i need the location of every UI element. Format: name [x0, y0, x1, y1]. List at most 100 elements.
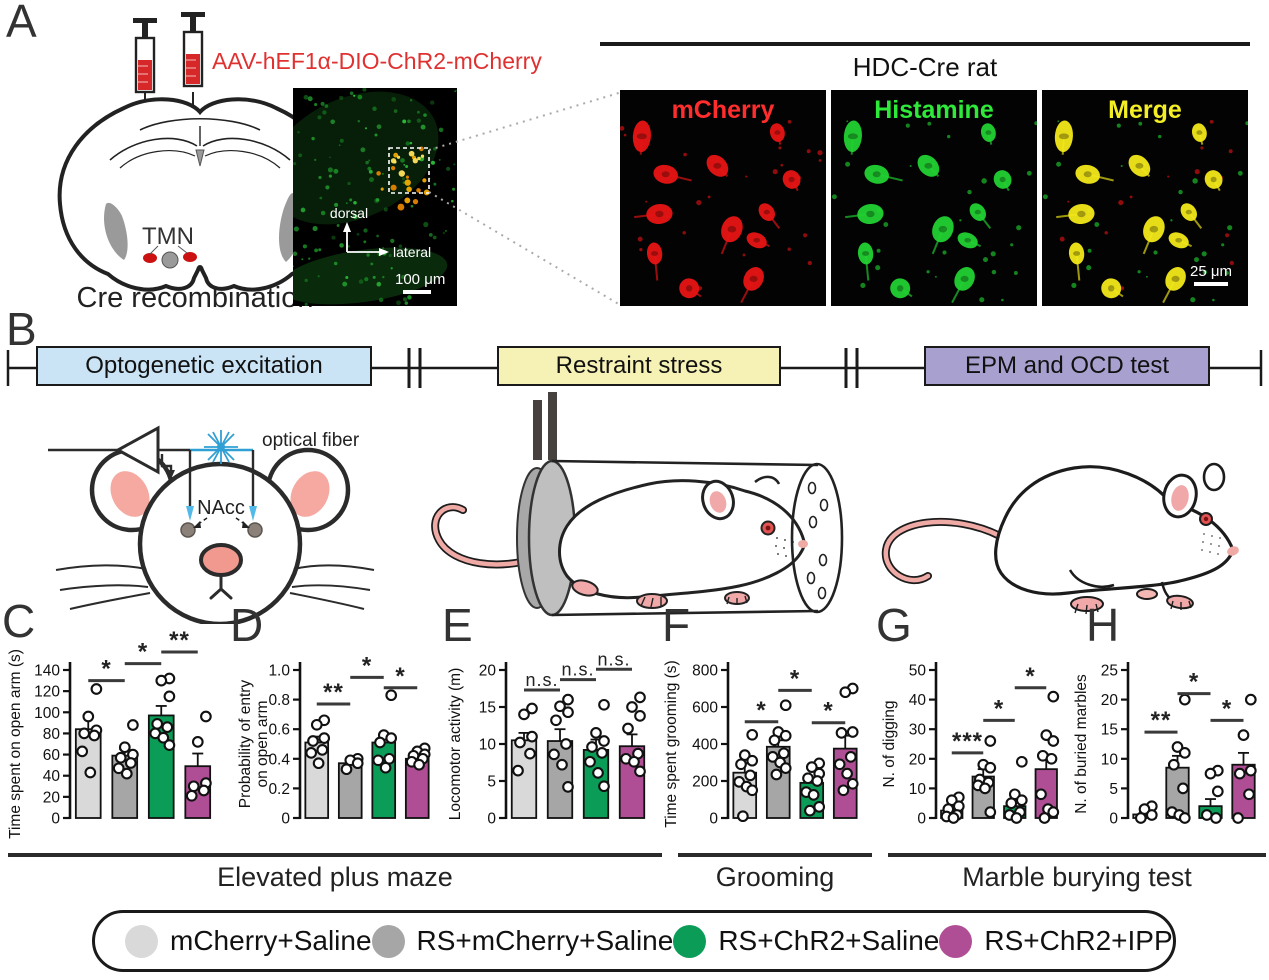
laser-star-icon	[204, 430, 238, 464]
panel-g-label: G	[876, 599, 912, 651]
svg-text:Time spent on open arm (s): Time spent on open arm (s)	[7, 649, 24, 839]
timeline-break-icon	[844, 348, 859, 388]
laser-amplifier-icon	[48, 425, 190, 479]
svg-text:***: ***	[952, 728, 983, 755]
chart-digging: 0 10 20 30 40 50 N. of digging *** * *	[880, 628, 1068, 848]
tmn-label: TMN	[142, 223, 194, 250]
epm-group-label: Elevated plus maze	[217, 862, 453, 892]
svg-text:n.s.: n.s.	[597, 649, 630, 669]
svg-text:0: 0	[917, 811, 926, 828]
svg-text:on open arm: on open arm	[254, 700, 271, 787]
panel-b-label: B	[6, 303, 37, 355]
histamine-micrograph: Histamine	[831, 90, 1039, 306]
legend-swatch	[125, 924, 158, 958]
nacc-site-right	[247, 522, 263, 538]
chart-prob-entry: 0 0.2 0.4 0.6 0.8 1.0 Probability of entry on o…	[236, 628, 440, 848]
syringe-icon	[181, 12, 205, 88]
svg-text:40: 40	[909, 692, 927, 709]
svg-text:**: **	[1151, 707, 1172, 734]
svg-text:*: *	[790, 665, 800, 692]
svg-text:800: 800	[692, 663, 718, 680]
mcherry-micrograph: mCherry	[619, 90, 826, 306]
panel-h-label: H	[1086, 599, 1120, 651]
svg-text:80: 80	[43, 726, 61, 743]
hdc-cre-rat-title: HDC-Cre rat	[852, 52, 998, 82]
svg-text:**: **	[323, 679, 344, 706]
legend-swatch	[939, 924, 973, 958]
svg-text:140: 140	[34, 663, 60, 680]
svg-text:*: *	[395, 663, 405, 690]
svg-text:*: *	[1189, 669, 1199, 696]
legend-label: RS+mCherry+Saline	[416, 925, 674, 956]
svg-text:*: *	[362, 652, 372, 679]
svg-text:*: *	[138, 639, 148, 666]
svg-text:30: 30	[909, 722, 927, 739]
legend-label: mCherry+Saline	[170, 925, 372, 956]
air-holes	[806, 481, 829, 600]
merge-micrograph: 25 μm Merge	[1042, 90, 1250, 306]
svg-text:*: *	[994, 695, 1004, 722]
fluorescence-speckles	[293, 88, 457, 306]
svg-text:10: 10	[1101, 751, 1119, 768]
mouse-nose	[199, 543, 243, 577]
timeline-break-icon	[407, 348, 422, 388]
svg-text:*: *	[823, 698, 833, 725]
dorsal-label: dorsal	[330, 205, 368, 221]
svg-text:600: 600	[692, 700, 718, 717]
panel-f-label: F	[662, 599, 691, 651]
panel-d-label: D	[230, 599, 264, 651]
brain-coronal-section: TMN	[57, 97, 343, 292]
svg-text:N. of buried marbles: N. of buried marbles	[1073, 674, 1090, 814]
marble-group-line	[888, 853, 1266, 857]
svg-text:*: *	[1222, 695, 1232, 722]
svg-text:Locomotor activity (m): Locomotor activity (m)	[447, 668, 464, 820]
fiber-tip-right	[249, 506, 257, 521]
merge-scale-bar	[1194, 282, 1228, 286]
epm-group-line	[8, 853, 662, 857]
restraint-stress-illustration	[431, 392, 844, 617]
whiskers	[55, 564, 375, 610]
overview-scale-bar	[403, 290, 431, 294]
optical-fiber-label: optical fiber	[262, 430, 360, 451]
lateral-label: lateral	[393, 244, 431, 260]
mcherry-label: mCherry	[671, 96, 775, 124]
phase-optogenetic-excitation: Optogenetic excitation	[36, 346, 372, 386]
syringe-icon	[133, 18, 157, 94]
phase-epm-ocd-test: EPM and OCD test	[924, 346, 1210, 386]
svg-text:*: *	[101, 656, 111, 683]
merge-scale-label: 25 μm	[1190, 263, 1232, 280]
svg-text:20: 20	[909, 751, 927, 768]
grooming-group-label: Grooming	[715, 862, 835, 892]
legend-item-mcherry-saline: mCherry+Saline	[125, 924, 372, 958]
grooming-group-line	[678, 853, 872, 857]
svg-text:*: *	[756, 697, 766, 724]
svg-text:25: 25	[1101, 663, 1118, 680]
legend-label: RS+ChR2+IPP	[984, 925, 1173, 956]
panel-a-label: A	[6, 0, 37, 47]
svg-text:Probability of entry: Probability of entry	[237, 680, 254, 809]
overview-scale-label: 100 μm	[395, 271, 445, 288]
svg-text:40: 40	[43, 768, 61, 785]
tube-end-cap	[790, 462, 844, 614]
svg-text:5: 5	[1109, 781, 1118, 798]
group-legend: mCherry+Saline RS+mCherry+Saline RS+ChR2…	[92, 910, 1176, 972]
legend-item-rs-chr2-ipp: RS+ChR2+IPP	[939, 924, 1173, 958]
phase-restraint-stress: Restraint stress	[497, 346, 781, 386]
chart-buried-marbles: 0 5 10 15 20 25 N. of buried marbles ** * *	[1072, 628, 1266, 848]
svg-text:200: 200	[692, 774, 718, 791]
tmn-site-left	[143, 253, 157, 263]
hdc-overline	[600, 42, 1250, 46]
svg-text:0.8: 0.8	[268, 692, 290, 709]
brain-injection-illustration: TMN	[57, 12, 343, 292]
restrained-rat	[558, 475, 808, 609]
marble-group-label: Marble burying test	[962, 862, 1192, 892]
svg-text:20: 20	[1101, 692, 1119, 709]
svg-text:N. of digging: N. of digging	[881, 700, 898, 787]
svg-text:0: 0	[709, 811, 718, 828]
svg-text:*: *	[1025, 663, 1035, 690]
tmn-overview-micrograph: dorsal lateral 100 μm	[293, 88, 457, 306]
chart-svg: 0 200 400 600 800 Time spent grooming (s) * * *	[663, 660, 859, 828]
